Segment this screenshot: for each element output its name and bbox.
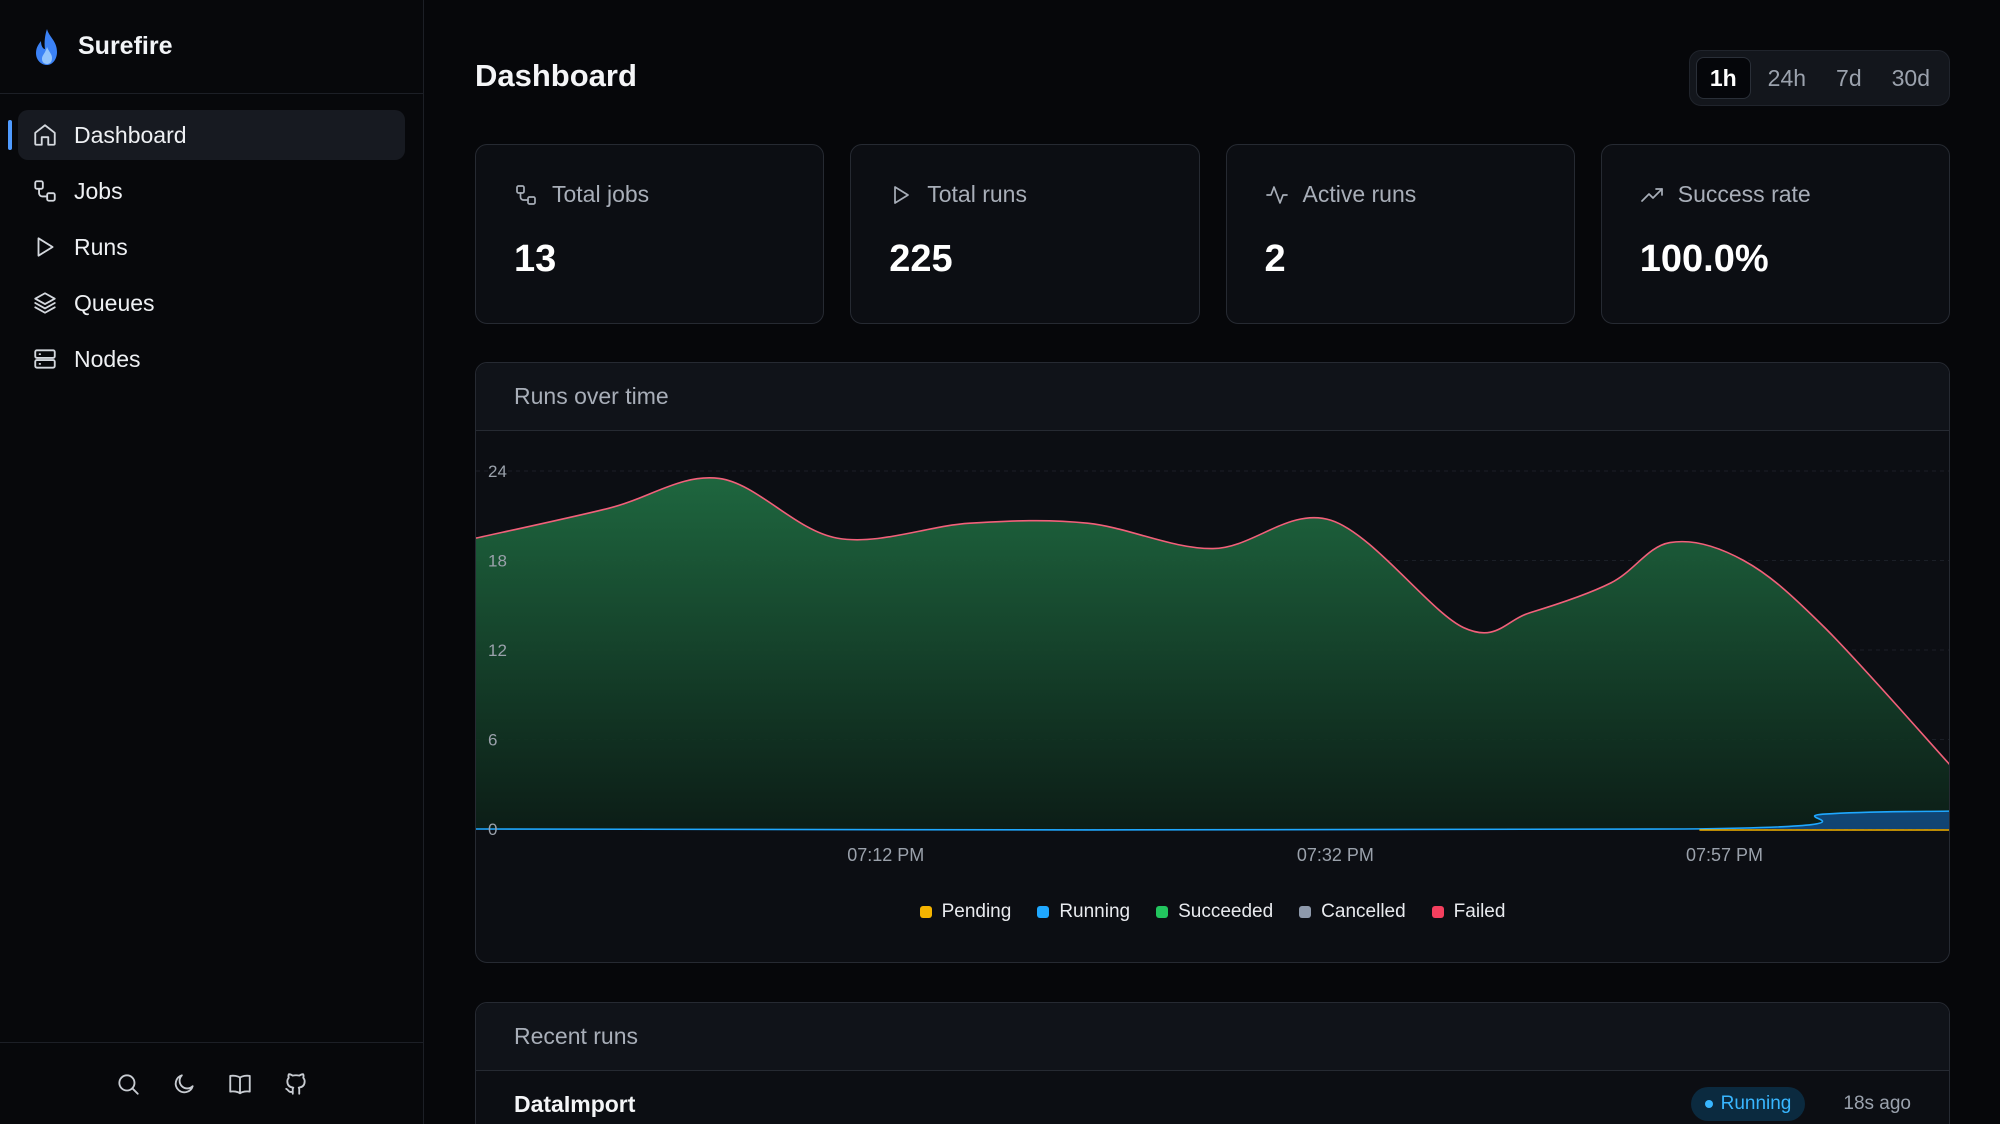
stat-card-active-runs: Active runs 2 bbox=[1225, 144, 1575, 324]
status-dot-icon bbox=[1704, 1100, 1713, 1108]
series-line-succeeded bbox=[476, 477, 1949, 765]
sidebar-item-label: Dashboard bbox=[74, 121, 187, 148]
status-label: Running bbox=[1720, 1093, 1792, 1114]
legend-item-cancelled[interactable]: Cancelled bbox=[1299, 901, 1406, 923]
run-timestamp: 18s ago bbox=[1843, 1093, 1911, 1114]
legend-item-pending[interactable]: Pending bbox=[919, 901, 1012, 923]
chart-title: Runs over time bbox=[476, 363, 1949, 431]
flame-logo-icon bbox=[36, 28, 57, 65]
sidebar-footer bbox=[0, 1042, 423, 1124]
sidebar: Surefire Dashboard Jobs Runs Queues Node… bbox=[0, 0, 424, 1124]
stats-row: Total jobs 13 Total runs 225 Active runs… bbox=[475, 144, 1950, 324]
sidebar-item-nodes[interactable]: Nodes bbox=[18, 334, 405, 384]
trending-up-icon bbox=[1640, 187, 1663, 202]
legend-label: Cancelled bbox=[1321, 901, 1406, 922]
run-job-name[interactable]: DataImport bbox=[514, 1090, 636, 1117]
moon-icon[interactable] bbox=[171, 1071, 197, 1097]
brand[interactable]: Surefire bbox=[0, 0, 423, 94]
legend-swatch bbox=[1431, 906, 1444, 918]
range-option-30d[interactable]: 30d bbox=[1891, 64, 1930, 91]
y-tick-label: 0 bbox=[488, 820, 497, 839]
stat-card-total-jobs: Total jobs 13 bbox=[475, 144, 825, 324]
chart-legend: Pending Running Succeeded Cancelled Failed bbox=[476, 901, 1949, 923]
sidebar-item-jobs[interactable]: Jobs bbox=[18, 166, 405, 216]
status-badge: Running bbox=[1690, 1087, 1806, 1121]
stat-label: Total jobs bbox=[552, 181, 650, 207]
jobs-icon bbox=[34, 180, 56, 202]
stat-card-success-rate: Success rate 100.0% bbox=[1600, 144, 1950, 324]
app-name: Surefire bbox=[78, 32, 173, 60]
sidebar-item-label: Jobs bbox=[74, 177, 123, 204]
time-range-selector: 1h 24h 7d 30d bbox=[1688, 50, 1950, 106]
x-tick-label: 07:12 PM bbox=[847, 845, 924, 865]
play-icon bbox=[894, 185, 910, 204]
legend-label: Succeeded bbox=[1178, 901, 1274, 922]
runs-over-time-card: Runs over time 0 6 12 18 24 07:12 PM 07:32 PM 0… bbox=[475, 362, 1950, 963]
legend-swatch bbox=[1299, 906, 1312, 918]
recent-runs-card: Recent runs DataImport Running 18s ago bbox=[475, 1002, 1950, 1124]
layers-icon bbox=[34, 292, 56, 314]
sidebar-item-label: Runs bbox=[74, 233, 128, 260]
stat-card-total-runs: Total runs 225 bbox=[850, 144, 1200, 324]
y-tick-label: 24 bbox=[488, 462, 507, 481]
y-tick-label: 12 bbox=[488, 641, 507, 660]
legend-label: Pending bbox=[941, 901, 1012, 922]
series-line-running bbox=[476, 810, 1949, 831]
y-tick-label: 6 bbox=[488, 731, 497, 750]
stat-label: Total runs bbox=[927, 181, 1027, 207]
runs-over-time-chart[interactable]: 0 6 12 18 24 07:12 PM 07:32 PM 07:57 PM bbox=[476, 431, 1950, 891]
recent-run-row[interactable]: DataImport Running 18s ago bbox=[476, 1071, 1949, 1124]
jobs-icon bbox=[516, 184, 536, 205]
series-area-running bbox=[476, 811, 1949, 831]
legend-label: Failed bbox=[1453, 901, 1506, 922]
stat-value: 13 bbox=[514, 238, 557, 280]
legend-swatch bbox=[1037, 906, 1050, 918]
stat-value: 2 bbox=[1264, 238, 1286, 280]
stat-value: 100.0% bbox=[1639, 238, 1769, 280]
range-option-7d[interactable]: 7d bbox=[1836, 64, 1862, 91]
activity-icon bbox=[1265, 185, 1288, 204]
x-tick-label: 07:57 PM bbox=[1686, 845, 1763, 865]
range-option-24h[interactable]: 24h bbox=[1767, 64, 1807, 91]
play-icon bbox=[37, 237, 54, 257]
legend-item-running[interactable]: Running bbox=[1037, 901, 1130, 923]
legend-swatch bbox=[1156, 906, 1169, 918]
search-icon[interactable] bbox=[115, 1071, 141, 1097]
legend-label: Running bbox=[1059, 901, 1131, 922]
sidebar-nav: Dashboard Jobs Runs Queues Nodes bbox=[0, 94, 423, 406]
y-tick-label: 18 bbox=[488, 552, 507, 571]
stat-value: 225 bbox=[889, 238, 953, 280]
main-content: Dashboard 1h 24h 7d 30d Total jobs 13 To… bbox=[424, 0, 2000, 1124]
home-icon bbox=[34, 124, 56, 146]
series-area-succeeded bbox=[476, 477, 1949, 829]
sidebar-item-dashboard[interactable]: Dashboard bbox=[8, 110, 405, 160]
sidebar-item-runs[interactable]: Runs bbox=[18, 222, 405, 272]
stat-label: Active runs bbox=[1302, 181, 1417, 207]
sidebar-item-label: Nodes bbox=[74, 345, 141, 372]
server-icon bbox=[34, 349, 56, 369]
range-option-1h[interactable]: 1h bbox=[1695, 57, 1751, 99]
page-title: Dashboard bbox=[475, 58, 637, 93]
sidebar-item-queues[interactable]: Queues bbox=[18, 278, 405, 328]
legend-item-failed[interactable]: Failed bbox=[1431, 901, 1506, 923]
x-tick-label: 07:32 PM bbox=[1297, 845, 1374, 865]
sidebar-item-label: Queues bbox=[74, 289, 155, 316]
legend-swatch bbox=[919, 906, 932, 918]
book-icon[interactable] bbox=[227, 1071, 253, 1097]
github-icon[interactable] bbox=[283, 1071, 309, 1097]
legend-item-succeeded[interactable]: Succeeded bbox=[1156, 901, 1273, 923]
stat-label: Success rate bbox=[1677, 181, 1811, 207]
recent-runs-title: Recent runs bbox=[476, 1003, 1949, 1071]
